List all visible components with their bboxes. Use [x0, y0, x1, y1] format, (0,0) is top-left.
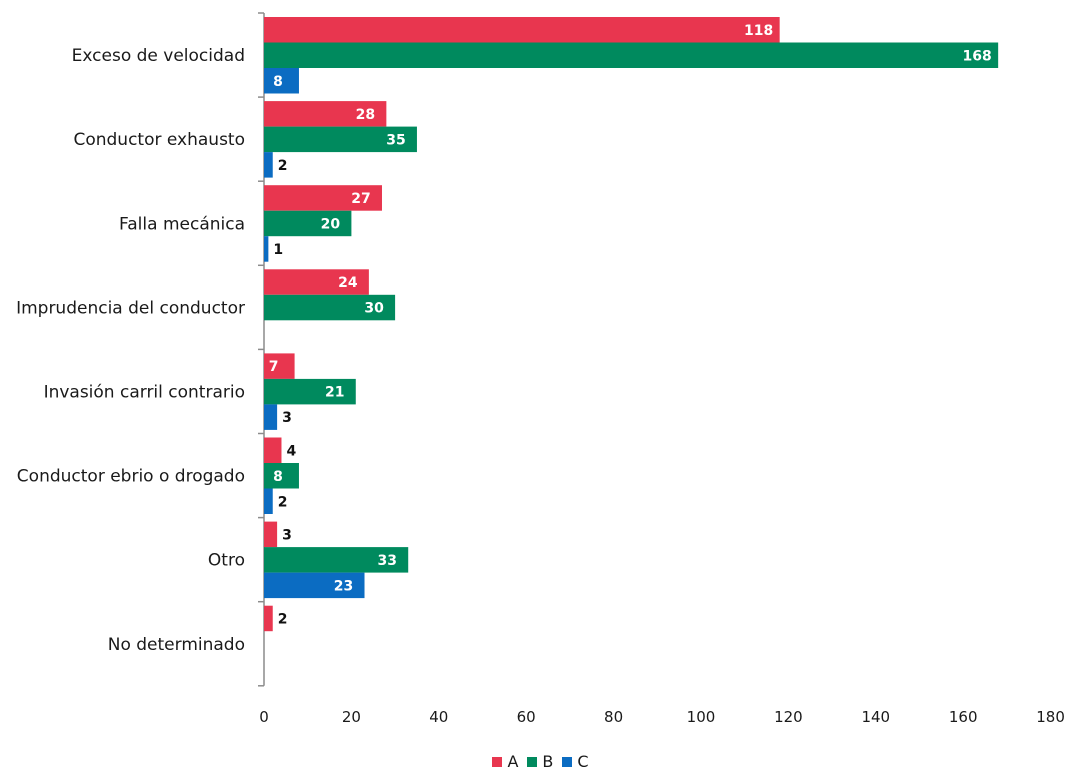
data-label: 30	[364, 301, 384, 317]
x-tick-label: 140	[861, 708, 890, 726]
x-tick-label: 0	[259, 708, 269, 726]
data-label: 35	[386, 132, 405, 148]
bar-a	[264, 605, 273, 632]
category-label: Conductor ebrio o drogado	[17, 467, 245, 487]
bar-a	[264, 17, 780, 43]
data-label: 28	[356, 107, 375, 123]
legend-label-b: B	[542, 752, 554, 771]
legend-swatch-a	[492, 757, 503, 767]
category-label: Falla mecánica	[119, 214, 245, 234]
data-label: 2	[278, 611, 288, 627]
x-tick-label: 160	[949, 708, 978, 726]
legend-swatch-b	[527, 757, 538, 767]
bar-c	[264, 572, 365, 599]
x-tick-label: 40	[429, 708, 448, 726]
data-label: 23	[334, 578, 353, 594]
x-tick-label: 100	[687, 708, 716, 726]
data-label: 2	[278, 494, 288, 510]
x-tick-label: 80	[604, 708, 623, 726]
bar-c	[264, 236, 269, 262]
bar-a	[264, 437, 282, 463]
data-label: 118	[744, 23, 773, 39]
bar-layer	[264, 17, 999, 632]
bar-a	[264, 269, 369, 295]
data-label: 20	[321, 216, 341, 232]
legend-swatch-c	[562, 757, 573, 767]
data-label: 2	[278, 158, 288, 174]
data-label: 24	[338, 275, 358, 291]
category-label: No determinado	[108, 635, 245, 655]
legend-label-c: C	[577, 752, 589, 771]
data-label: 4	[286, 443, 296, 459]
x-tick-label: 20	[342, 708, 361, 726]
x-tick-label: 60	[517, 708, 536, 726]
data-label: 21	[325, 385, 344, 401]
bar-b	[264, 547, 409, 573]
data-label: 7	[269, 359, 279, 375]
bar-b	[264, 210, 352, 237]
bar-b	[264, 294, 396, 321]
category-label: Imprudencia del conductor	[16, 298, 245, 318]
data-label: 8	[273, 74, 283, 90]
legend-item-c: C	[562, 752, 589, 771]
bar-c	[264, 488, 273, 514]
category-label: Invasión carril contrario	[44, 382, 245, 402]
legend-label-a: A	[507, 752, 519, 771]
data-label: 168	[963, 48, 992, 64]
bar-b	[264, 463, 299, 489]
data-label: 8	[273, 469, 283, 485]
bar-a	[264, 101, 387, 127]
data-label: 3	[282, 410, 292, 426]
x-tick-label: 120	[774, 708, 803, 726]
bar-c	[264, 404, 278, 430]
data-label: 27	[351, 191, 370, 207]
bar-b	[264, 378, 356, 405]
bar-a	[264, 353, 295, 379]
bar-c	[264, 152, 273, 178]
data-label: 1	[273, 242, 283, 258]
category-label: Otro	[208, 551, 245, 571]
legend: A B C	[0, 752, 1081, 772]
data-label: 33	[377, 553, 396, 569]
bar-b	[264, 42, 999, 68]
legend-item-b: B	[527, 754, 553, 770]
label-layer: Exceso de velocidad Conductor exhausto Fal…	[16, 23, 1065, 726]
bar-a	[264, 521, 278, 548]
legend-item-a: A	[492, 754, 518, 770]
x-tick-label: 180	[1036, 708, 1065, 726]
bar-a	[264, 185, 382, 211]
bar-c	[264, 68, 299, 94]
bar-b	[264, 126, 417, 153]
category-label: Conductor exhausto	[73, 130, 245, 150]
axis-layer	[258, 12, 265, 687]
data-label: 3	[282, 527, 292, 543]
category-label: Exceso de velocidad	[72, 46, 245, 66]
